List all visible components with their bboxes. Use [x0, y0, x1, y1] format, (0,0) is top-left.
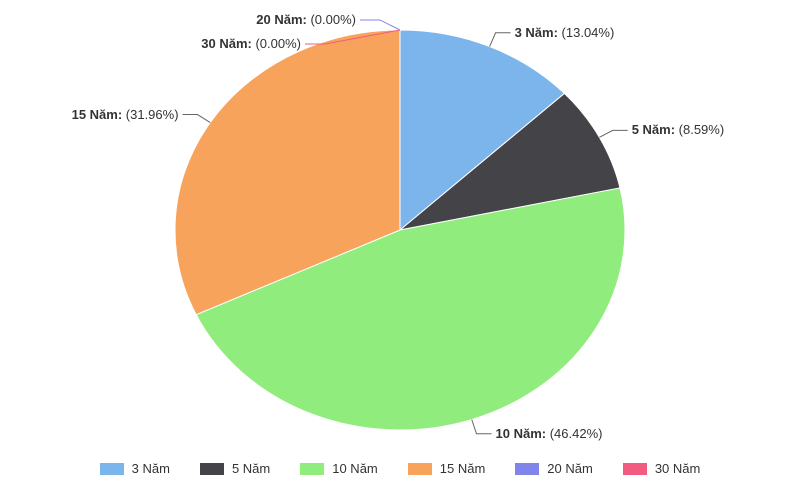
legend-item-5[interactable]: 30 Năm [623, 461, 701, 476]
legend-item-3[interactable]: 15 Năm [408, 461, 486, 476]
leader-line [183, 115, 211, 123]
legend-item-2[interactable]: 10 Năm [300, 461, 378, 476]
leader-line [490, 33, 511, 47]
legend-item-0[interactable]: 3 Năm [100, 461, 170, 476]
legend-label: 20 Năm [547, 461, 593, 476]
legend-item-1[interactable]: 5 Năm [200, 461, 270, 476]
legend: 3 Năm 5 Năm 10 Năm 15 Năm 20 Năm 30 Năm [0, 455, 800, 486]
leader-line-zero [360, 20, 400, 30]
pie-svg [0, 0, 800, 455]
pie-chart: 3 Năm: (13.04%)5 Năm: (8.59%)10 Năm: (46… [0, 0, 800, 455]
legend-label: 5 Năm [232, 461, 270, 476]
leader-line [472, 420, 492, 434]
legend-swatch [100, 463, 124, 475]
leader-line [599, 130, 627, 137]
legend-label: 15 Năm [440, 461, 486, 476]
legend-label: 3 Năm [132, 461, 170, 476]
legend-item-4[interactable]: 20 Năm [515, 461, 593, 476]
legend-swatch [200, 463, 224, 475]
legend-swatch [408, 463, 432, 475]
legend-label: 30 Năm [655, 461, 701, 476]
legend-swatch [515, 463, 539, 475]
legend-swatch [623, 463, 647, 475]
legend-label: 10 Năm [332, 461, 378, 476]
legend-swatch [300, 463, 324, 475]
